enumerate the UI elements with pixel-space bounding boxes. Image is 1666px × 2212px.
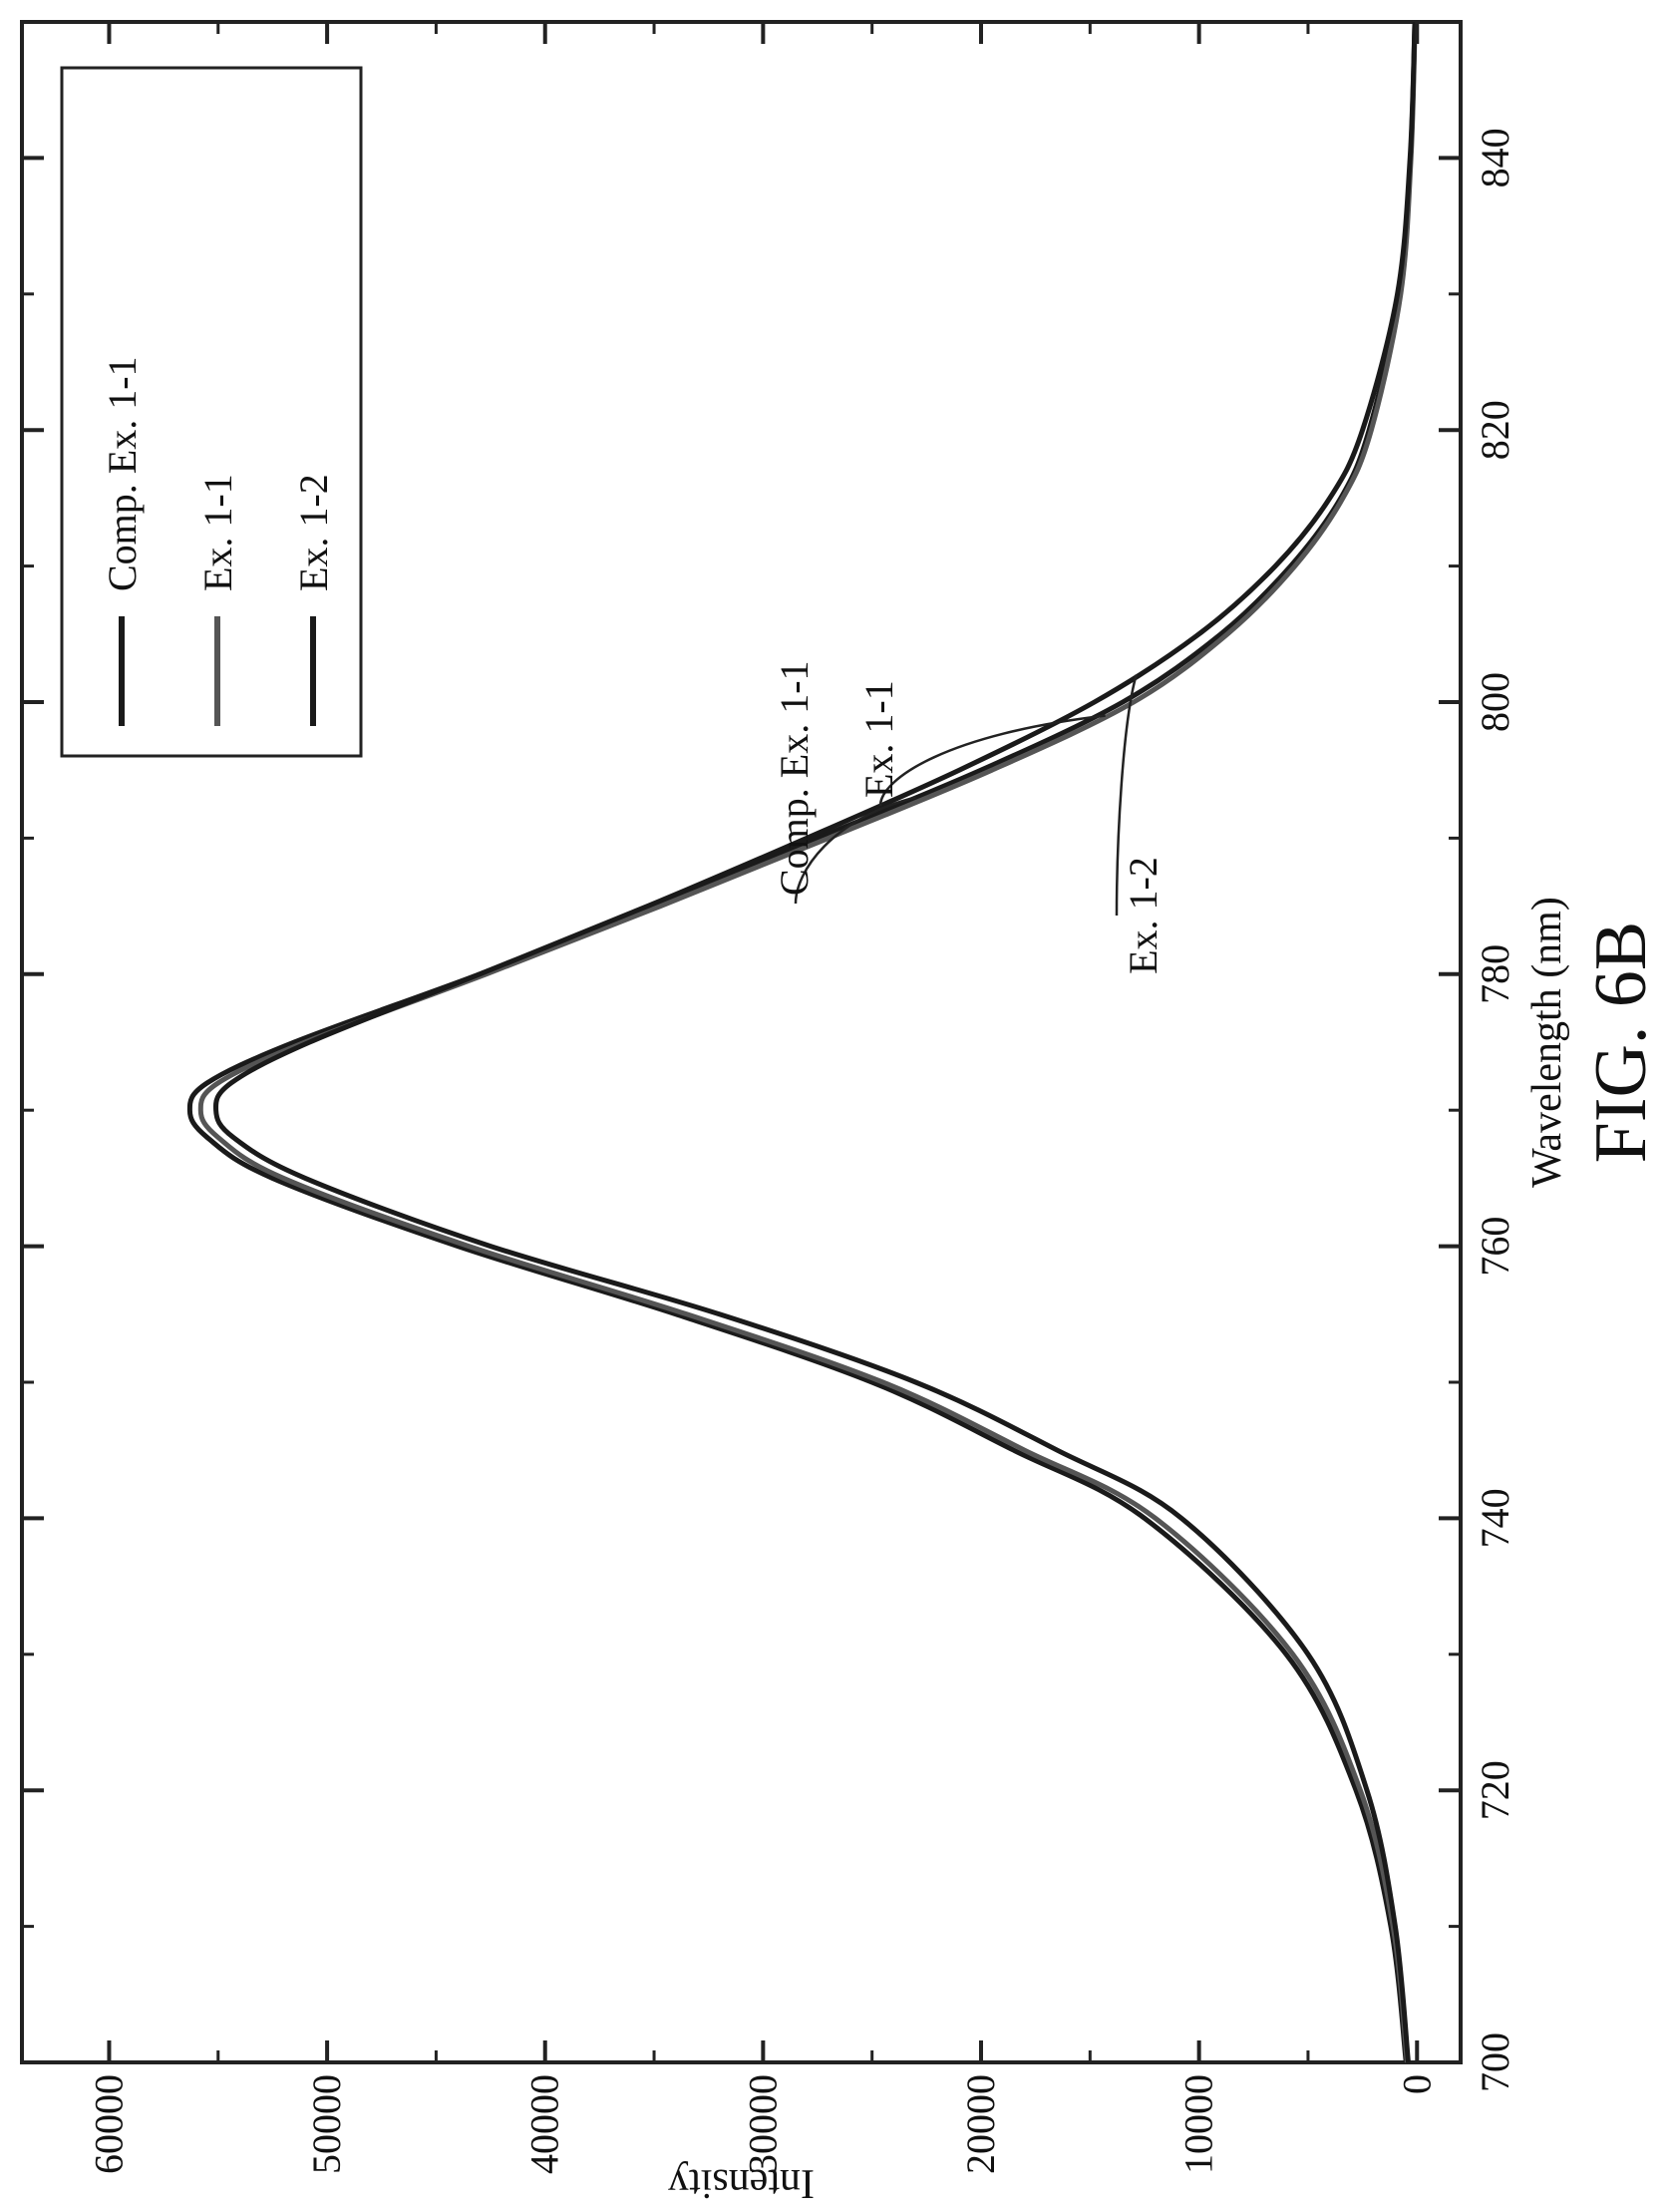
rotated-plot-group: 700 720 740 760 780 800 820 840 0 10000 20000 3000…	[20, 20, 1662, 2206]
y-tick-label: 60000	[86, 2074, 131, 2174]
x-tick-label: 740	[1473, 1488, 1517, 1548]
legend-label-ex-1-1: Ex. 1-1	[195, 474, 240, 591]
callout-annotations: Comp. Ex. 1-1 Ex. 1-1 Ex. 1-2	[772, 660, 1166, 973]
series-line-ex-1-2	[212, 21, 1418, 2063]
callout-label-ex-1-1: Ex. 1-1	[856, 680, 901, 798]
callout-leader-ex-1-2	[1115, 674, 1138, 917]
legend-label-comp-ex-1-1: Comp. Ex. 1-1	[100, 356, 145, 591]
series-layer	[186, 21, 1418, 2063]
plot-frame	[20, 20, 1463, 2064]
callout-leader-ex-1-1	[878, 714, 1106, 807]
x-tick-label: 840	[1473, 128, 1517, 187]
x-axis-ticks: 700 720 740 760 780 800 820 840	[22, 128, 1517, 2092]
x-tick-label: 820	[1473, 400, 1517, 460]
callout-label-comp-ex-1-1: Comp. Ex. 1-1	[772, 660, 817, 896]
figure-label: FIG. 6B	[1580, 922, 1662, 1164]
x-tick-label: 800	[1473, 672, 1517, 732]
series-line-comp-ex-1-1	[186, 21, 1418, 2063]
y-axis-title: Intensity	[668, 2160, 815, 2206]
legend-label-ex-1-2: Ex. 1-2	[291, 474, 336, 591]
legend-box	[60, 66, 363, 758]
x-axis-title: Wavelength (nm)	[1524, 897, 1570, 1188]
x-tick-label: 700	[1473, 2032, 1517, 2092]
y-tick-label: 0	[1394, 2074, 1439, 2094]
legend-items: Comp. Ex. 1-1 Ex. 1-1 Ex. 1-2	[100, 356, 336, 726]
series-line-ex-1-1	[197, 21, 1418, 2063]
y-tick-label: 30000	[740, 2074, 785, 2174]
y-tick-label: 50000	[304, 2074, 349, 2174]
x-tick-label: 780	[1473, 944, 1517, 1004]
y-axis-ticks: 0 10000 20000 30000 40000 50000 60000	[86, 22, 1439, 2174]
x-tick-label: 720	[1473, 1760, 1517, 1820]
callout-label-ex-1-2: Ex. 1-2	[1121, 857, 1166, 974]
y-tick-label: 40000	[522, 2074, 567, 2174]
y-tick-label: 20000	[958, 2074, 1003, 2174]
callout-leader-comp-ex-1-1	[794, 796, 916, 905]
legend: Comp. Ex. 1-1 Ex. 1-1 Ex. 1-2	[60, 66, 363, 758]
x-tick-label: 760	[1473, 1217, 1517, 1277]
y-tick-label: 10000	[1176, 2074, 1221, 2174]
